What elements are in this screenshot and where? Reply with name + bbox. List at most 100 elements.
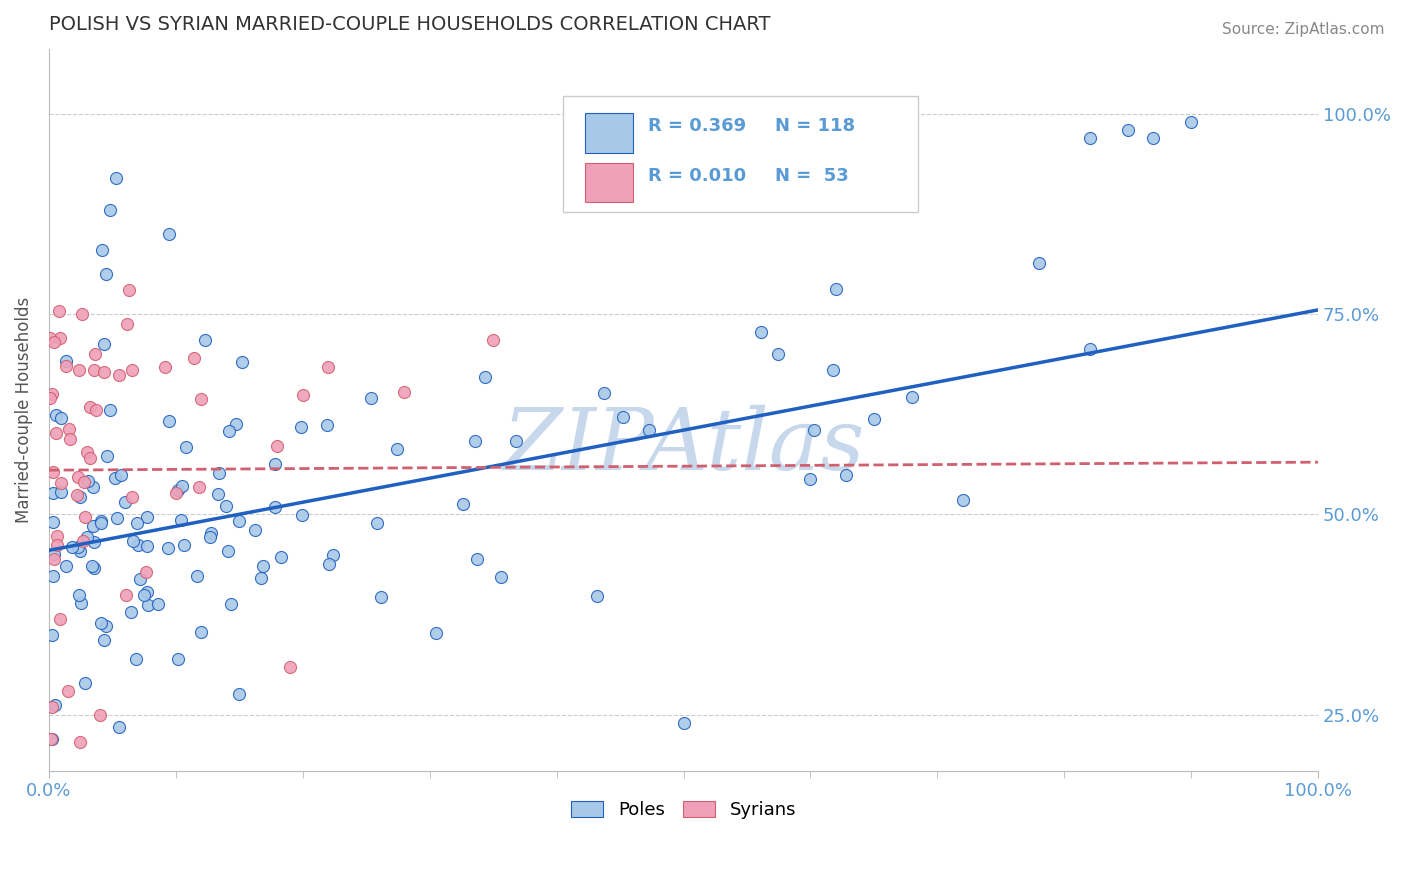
Text: POLISH VS SYRIAN MARRIED-COUPLE HOUSEHOLDS CORRELATION CHART: POLISH VS SYRIAN MARRIED-COUPLE HOUSEHOL…: [49, 15, 770, 34]
Point: [48, 612, 70, 626]
Legend: Poles, Syrians: Poles, Syrians: [564, 794, 803, 827]
Point: [394, 384, 416, 399]
Point: [82, 519, 104, 533]
Point: [266, 439, 288, 453]
Text: N =  53: N = 53: [775, 167, 849, 185]
Point: [41, 387, 63, 401]
Point: [115, 318, 138, 332]
Point: [96, 450, 118, 464]
Point: [638, 423, 661, 437]
Point: [174, 440, 197, 454]
Point: [799, 472, 821, 486]
Point: [98, 403, 121, 417]
Text: R = 0.369: R = 0.369: [648, 117, 747, 135]
Point: [803, 423, 825, 437]
Point: [134, 588, 156, 602]
Point: [322, 549, 344, 563]
Point: [370, 591, 392, 605]
Point: [45, 538, 67, 552]
Point: [252, 559, 274, 574]
Point: [834, 467, 856, 482]
Point: [75, 676, 97, 690]
Point: [90, 515, 112, 529]
Point: [612, 410, 634, 425]
Point: [121, 490, 143, 504]
Point: [385, 442, 408, 457]
Point: [474, 370, 496, 384]
Point: [360, 392, 382, 406]
Point: [125, 651, 148, 665]
Point: [200, 526, 222, 541]
Point: [1078, 130, 1101, 145]
Point: [75, 509, 97, 524]
Point: [46, 529, 69, 543]
Point: [79, 450, 101, 465]
Text: Source: ZipAtlas.com: Source: ZipAtlas.com: [1222, 22, 1385, 37]
Point: [41, 628, 63, 642]
Point: [80, 559, 103, 574]
Point: [136, 598, 159, 612]
Point: [451, 497, 474, 511]
Point: [170, 478, 193, 492]
Point: [108, 720, 131, 734]
Y-axis label: Married-couple Households: Married-couple Households: [15, 297, 32, 524]
Point: [79, 400, 101, 414]
Point: [166, 483, 188, 498]
Point: [69, 490, 91, 504]
Point: [1116, 122, 1139, 136]
Point: [187, 480, 209, 494]
Point: [42, 569, 65, 583]
Point: [218, 424, 240, 438]
Point: [593, 386, 616, 401]
Point: [425, 625, 447, 640]
Point: [153, 359, 176, 374]
Point: [110, 467, 132, 482]
Point: [83, 363, 105, 377]
Point: [270, 549, 292, 564]
Point: [491, 569, 513, 583]
Point: [120, 605, 142, 619]
FancyBboxPatch shape: [562, 96, 918, 211]
Point: [316, 359, 339, 374]
Point: [824, 282, 846, 296]
Point: [62, 540, 84, 554]
Point: [91, 243, 114, 257]
Point: [89, 707, 111, 722]
Point: [228, 514, 250, 528]
Text: ZIPAtlas: ZIPAtlas: [502, 405, 865, 487]
Point: [41, 699, 63, 714]
Point: [49, 484, 72, 499]
Point: [127, 538, 149, 552]
Point: [215, 499, 238, 513]
Point: [136, 539, 159, 553]
Point: [190, 392, 212, 406]
Point: [315, 417, 337, 432]
Point: [136, 509, 159, 524]
Point: [93, 337, 115, 351]
Point: [55, 354, 77, 368]
Point: [83, 561, 105, 575]
Point: [186, 569, 208, 583]
Point: [38, 331, 60, 345]
Point: [48, 303, 70, 318]
Point: [1028, 255, 1050, 269]
Point: [952, 493, 974, 508]
Point: [167, 652, 190, 666]
Point: [135, 565, 157, 579]
Point: [207, 466, 229, 480]
Point: [66, 540, 89, 554]
Point: [41, 731, 63, 746]
Point: [125, 516, 148, 531]
Point: [207, 487, 229, 501]
Point: [170, 513, 193, 527]
Point: [115, 589, 138, 603]
Point: [290, 420, 312, 434]
Point: [42, 466, 65, 480]
FancyBboxPatch shape: [585, 162, 633, 202]
Point: [194, 333, 217, 347]
Point: [129, 572, 152, 586]
Point: [56, 683, 79, 698]
Point: [76, 530, 98, 544]
Point: [55, 558, 77, 573]
Point: [48, 331, 70, 345]
